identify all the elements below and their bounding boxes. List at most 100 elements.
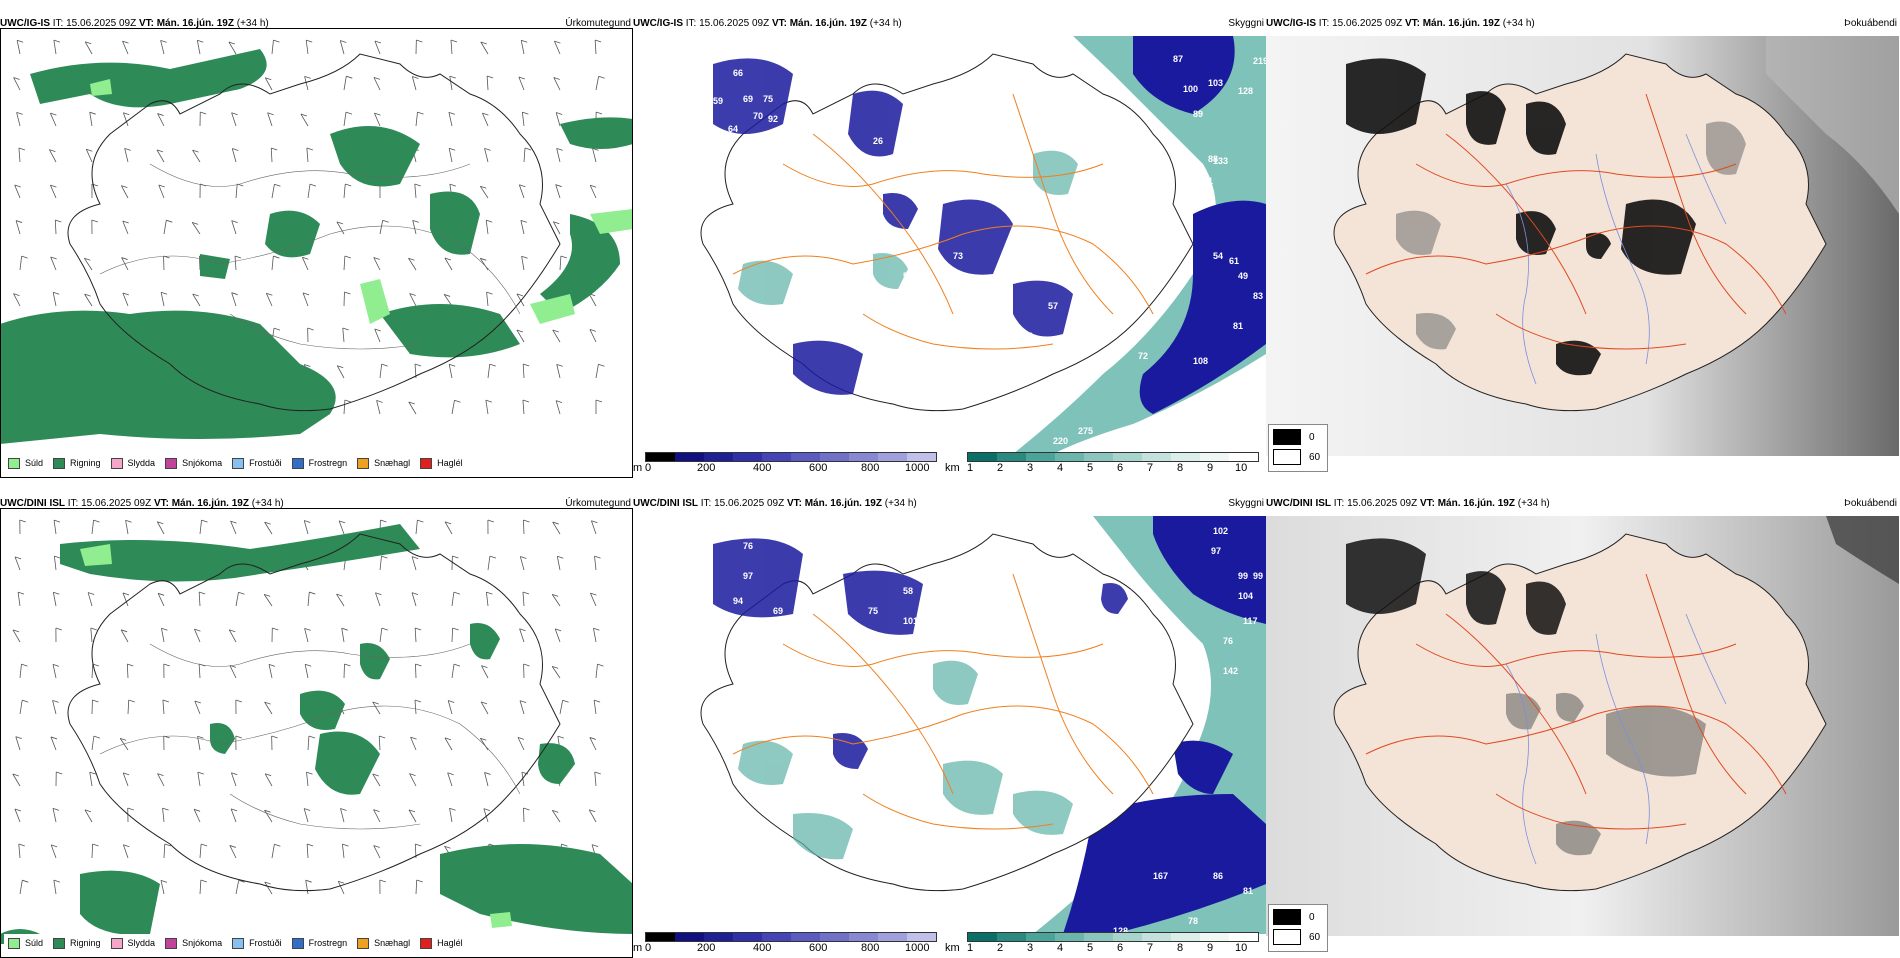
wind-barb-flag [161, 40, 167, 42]
elevation-colorbar: m 0 200 400 600 800 1000 [633, 452, 943, 474]
legend-item: Slydda [111, 938, 156, 949]
wind-barb [556, 401, 560, 414]
wind-barb-flag [382, 628, 388, 630]
wind-barb [301, 114, 308, 126]
visibility-value-label: 89 [1193, 109, 1203, 119]
wind-barb-flag [449, 364, 455, 366]
visibility-tick: 10 [1235, 942, 1247, 954]
wind-barb [123, 845, 128, 858]
wind-barb [480, 738, 488, 750]
visibility-value-label: 69 [773, 606, 783, 616]
wind-barb [264, 810, 272, 822]
wind-barb-flag [415, 700, 421, 702]
wind-barb-flag [274, 184, 280, 186]
legend-label: 60 [1309, 932, 1320, 943]
visibility-value-label: 73 [993, 331, 1003, 341]
wind-barb [557, 364, 560, 378]
wind-barb-flag [200, 112, 206, 114]
visibility-tick: 10 [1235, 462, 1247, 474]
wind-barb-flag [453, 628, 459, 630]
wind-barb [236, 184, 237, 198]
wind-barb-flag [126, 520, 132, 522]
wind-barb-flag [345, 184, 351, 186]
legend-item: Haglél [420, 938, 463, 949]
visibility-value-label: 88 [1208, 154, 1218, 164]
visibility-value-label: 75 [868, 606, 878, 616]
wind-barb [53, 664, 56, 678]
wind-barb [307, 148, 308, 162]
wind-barb [452, 664, 454, 678]
wind-barb [199, 664, 200, 678]
visibility-tick: 5 [1087, 462, 1093, 474]
valid-time: VT: Mán. 16.jún. 19Z [139, 18, 234, 29]
wind-barb [485, 772, 488, 786]
wind-barb-flag [486, 592, 492, 594]
legend-label: Slydda [128, 458, 156, 468]
elevation-strip [645, 452, 937, 462]
wind-barb [449, 364, 452, 378]
wind-barb [232, 293, 236, 306]
wind-barb [90, 112, 92, 126]
wind-barb [200, 520, 202, 534]
wind-barb [488, 364, 490, 378]
legend-label: Snjókoma [182, 458, 222, 468]
wind-barb [552, 594, 560, 606]
legend-item: Súld [8, 938, 43, 949]
wind-barb-flag [490, 556, 496, 558]
visibility-value-label: 49 [1238, 271, 1248, 281]
wind-barb-flag [377, 400, 383, 402]
legend-swatch [420, 938, 432, 949]
wind-barb-flag [523, 400, 529, 402]
wind-barb-flag [53, 808, 59, 810]
wind-barb [123, 773, 128, 786]
visibility-value-label: 87 [1173, 54, 1183, 64]
wind-barb-flag [309, 736, 315, 738]
legend-item: Rigning [53, 458, 101, 469]
visibility-tick: 9 [1207, 462, 1213, 474]
wind-barb [54, 556, 56, 570]
wind-barb-flag [54, 40, 60, 42]
wind-barb-flag [91, 628, 97, 630]
wind-barb-flag [557, 556, 563, 558]
wind-barb [340, 41, 344, 54]
visibility-tick: 2 [997, 942, 1003, 954]
visibility-value-label: 66 [733, 68, 743, 78]
wind-barb-flag [340, 808, 346, 810]
wind-barb-flag [454, 400, 460, 402]
wind-barb-flag [305, 628, 311, 630]
wind-barb-flag [598, 364, 604, 366]
wind-barb-flag [53, 592, 59, 594]
wind-barb-flag [274, 844, 280, 846]
wind-barb-flag [345, 664, 351, 666]
wind-barb [269, 664, 272, 678]
wind-barb [229, 42, 236, 54]
elevation-tick: 200 [697, 942, 715, 954]
visibility-panel-row1: UWC/IG-IS IT: 15.06.2025 09Z VT: Mán. 16… [633, 14, 1266, 478]
panel-title: Úrkomutegund [565, 16, 631, 32]
visibility-strip [967, 452, 1259, 462]
visibility-tick: 7 [1147, 462, 1153, 474]
wind-barb [415, 184, 416, 198]
lead-time: (+34 h) [252, 498, 284, 509]
valid-time: VT: Mán. 16.jún. 19Z [1420, 498, 1515, 509]
panel-header: UWC/DINI ISL IT: 15.06.2025 09Z VT: Mán.… [1266, 496, 1899, 512]
wind-barb-flag [198, 772, 204, 774]
wind-barb [595, 40, 596, 54]
wind-barb [304, 809, 308, 822]
fog-index-map [1266, 494, 1899, 958]
legend-swatch [165, 938, 177, 949]
wind-barb-flag [522, 256, 528, 258]
legend-item: Slydda [111, 458, 156, 469]
wind-barb [265, 522, 272, 534]
wind-barb-flag [525, 148, 531, 150]
wind-barb [557, 556, 560, 570]
wind-barb [450, 76, 452, 90]
wind-barb-flag [343, 328, 349, 330]
legend-label: Frostúði [249, 938, 282, 948]
wind-barb [308, 184, 310, 198]
wind-barb [380, 628, 382, 642]
wind-barb-flag [342, 628, 348, 630]
legend-swatch [111, 458, 123, 469]
model-name: UWC/IG-IS [0, 18, 50, 29]
wind-barb [480, 186, 488, 198]
